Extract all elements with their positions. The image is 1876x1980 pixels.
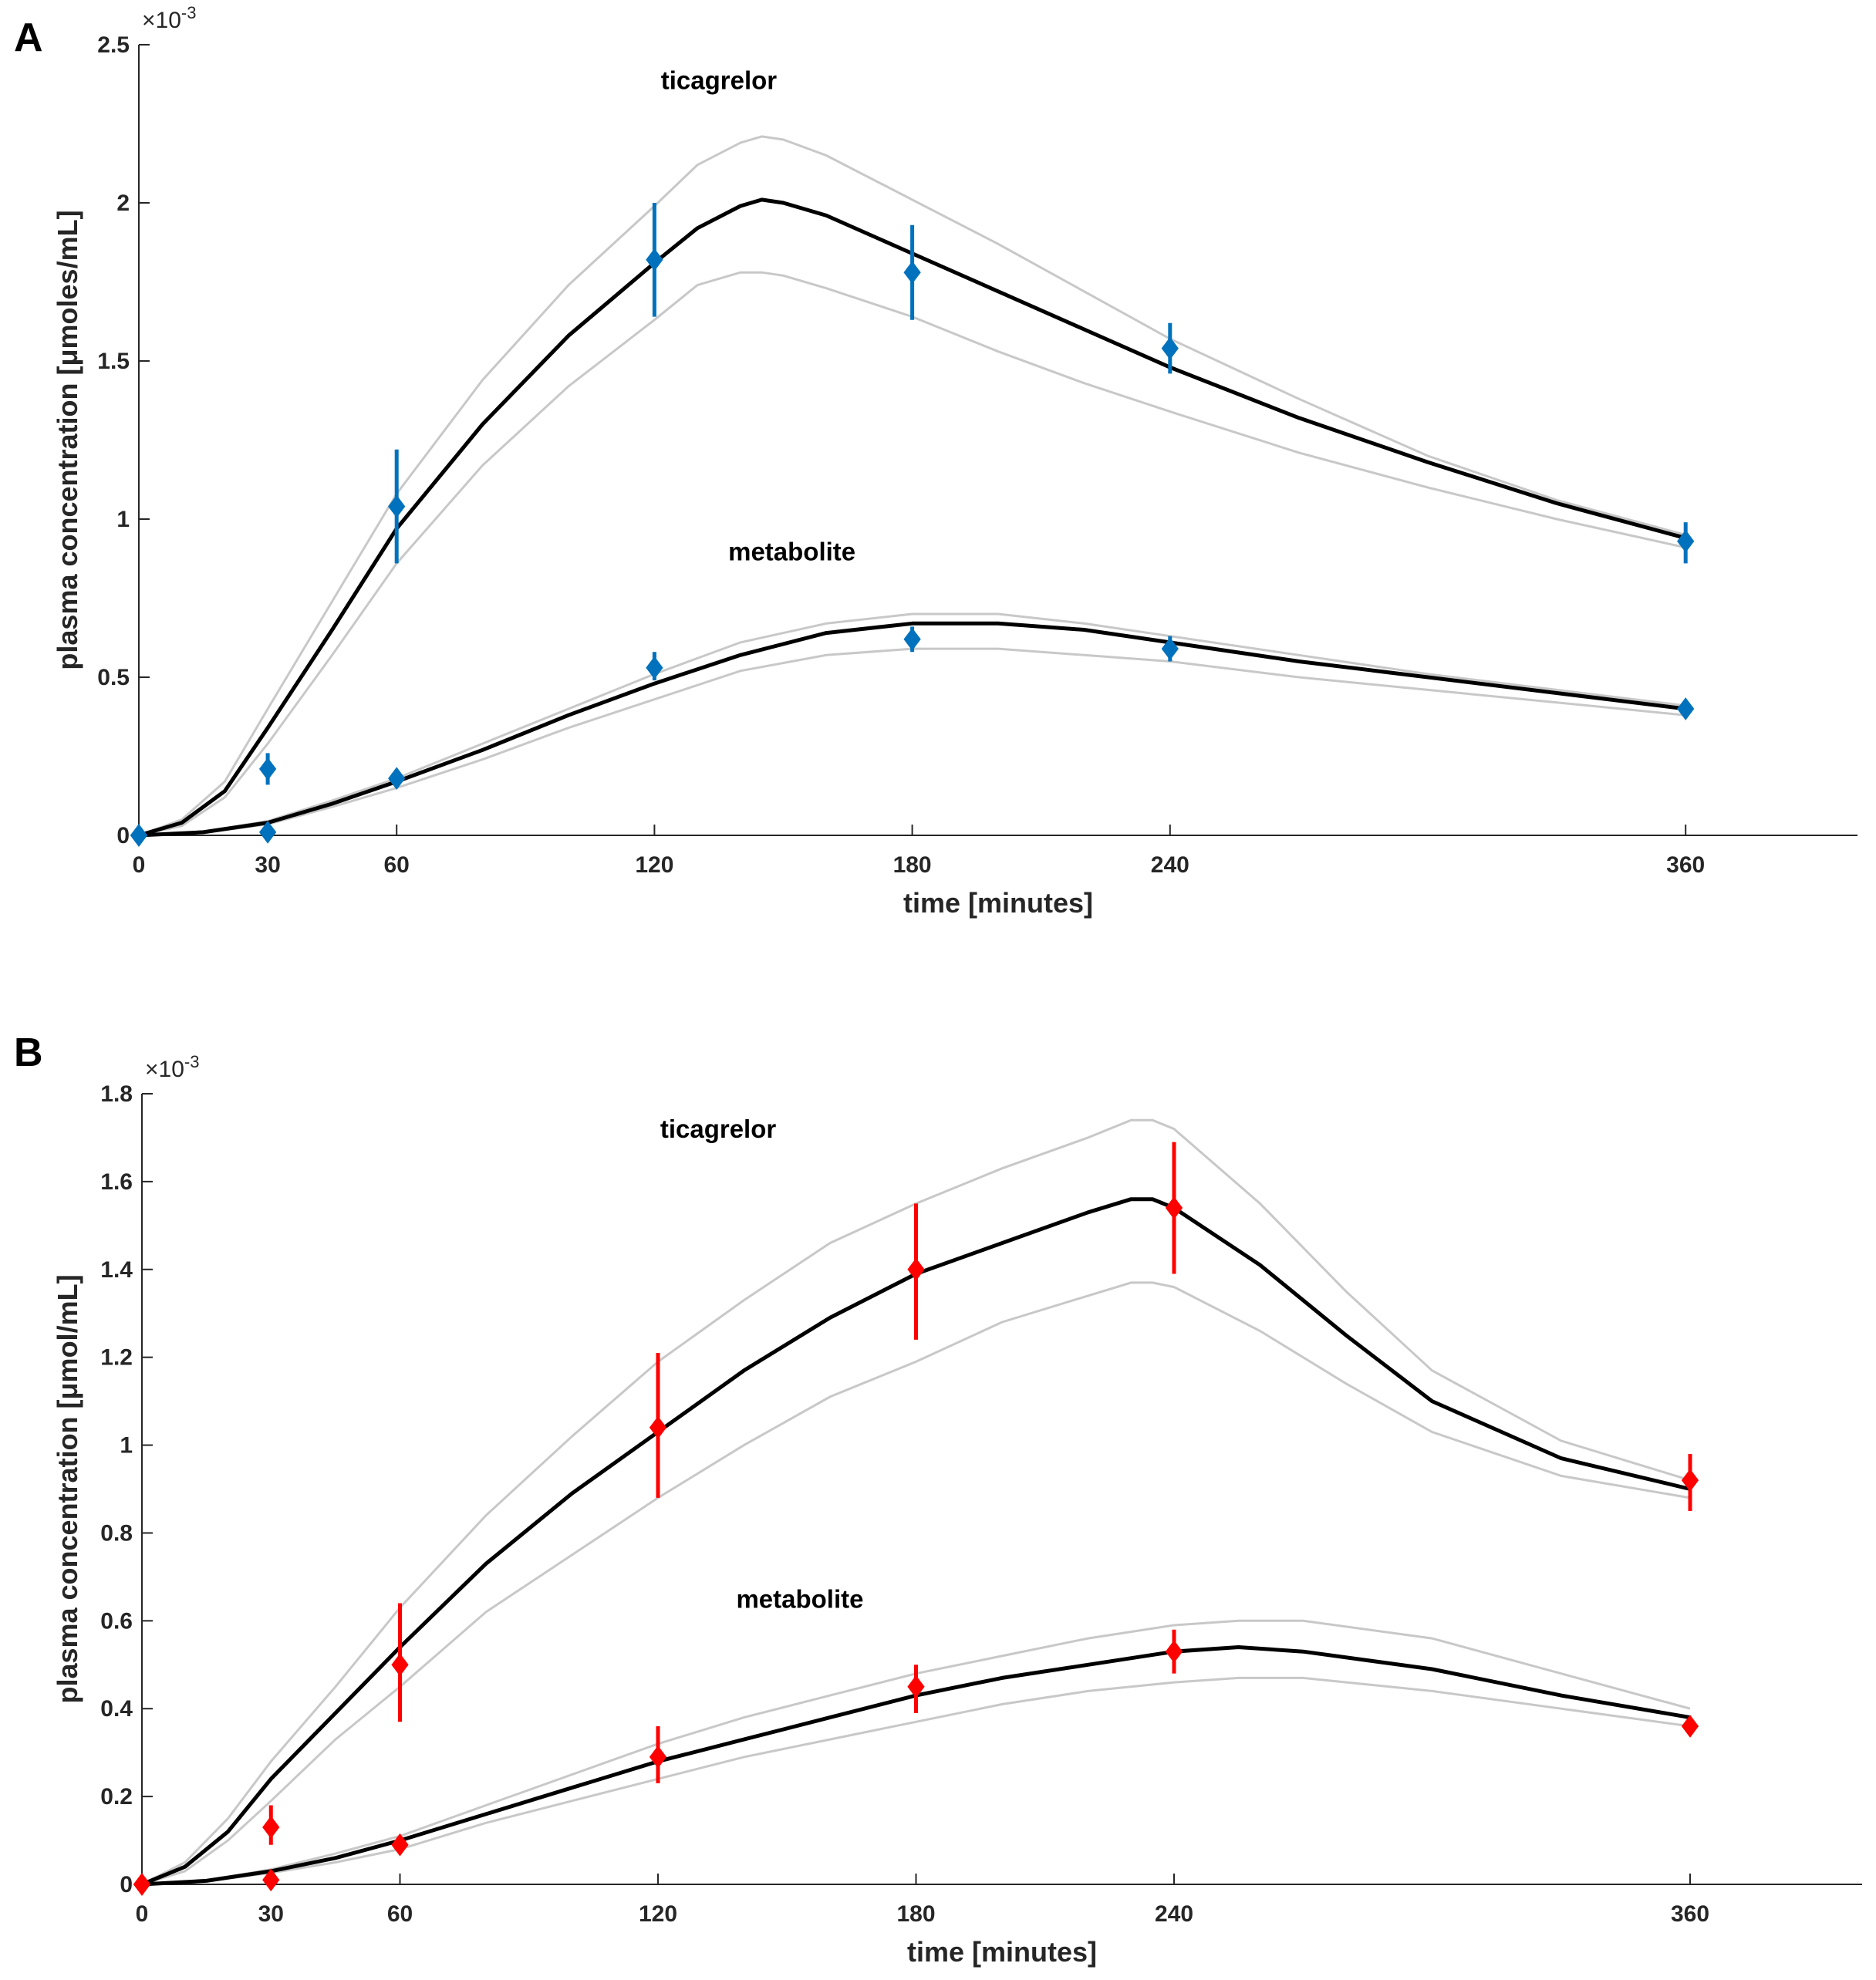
metabolite-data-point bbox=[388, 767, 406, 791]
x-tick-label: 360 bbox=[1671, 1901, 1709, 1927]
series-annotation: metabolite bbox=[728, 537, 855, 565]
panel-b: B 0 0.2 0.4 0.6 0.8 1 1.2 1.4 1.6 1.8 0 30 60 120 180 24… bbox=[14, 1030, 1862, 1968]
x-tick-label: 180 bbox=[896, 1901, 935, 1927]
y-tick-label: 0 bbox=[116, 823, 130, 848]
series-annotation: metabolite bbox=[736, 1584, 863, 1613]
ticagrelor-data-point bbox=[907, 1257, 925, 1281]
y-exponent-power: -3 bbox=[184, 1052, 200, 1071]
metabolite-fit-line bbox=[138, 621, 1686, 838]
x-tick-label: 360 bbox=[1666, 852, 1705, 878]
x-tick-label: 30 bbox=[255, 852, 280, 878]
ticagrelor-data-point bbox=[1165, 1196, 1183, 1219]
x-tick-label: 240 bbox=[1151, 852, 1189, 878]
y-exponent-base: ×10 bbox=[142, 8, 181, 33]
y-tick-label: 0.8 bbox=[100, 1520, 133, 1546]
ticagrelor-data-point bbox=[1677, 529, 1695, 553]
x-tick-label: 30 bbox=[258, 1901, 284, 1927]
metabolite-fit-upper-bound-line bbox=[138, 612, 1686, 837]
y-tick-label: 0.4 bbox=[100, 1696, 133, 1722]
y-tick-label: 2 bbox=[116, 191, 130, 216]
ticagrelor-fit-line bbox=[141, 1197, 1691, 1887]
x-tick-label: 0 bbox=[136, 1901, 149, 1927]
y-tick-label: 1 bbox=[116, 507, 130, 532]
y-tick-label: 0.2 bbox=[100, 1784, 133, 1810]
x-tick-label: 60 bbox=[387, 1901, 413, 1927]
y-exponent-label: ×10-3 bbox=[145, 1052, 199, 1082]
metabolite-data-point bbox=[262, 1868, 280, 1892]
metabolite-data-point bbox=[258, 821, 277, 844]
ticagrelor-data-point bbox=[1681, 1469, 1699, 1492]
metabolite-fit-lower-bound-line bbox=[141, 1676, 1691, 1886]
x-tick-label: 0 bbox=[133, 852, 146, 878]
metabolite-data-point bbox=[1165, 1640, 1183, 1664]
x-tick-label: 120 bbox=[639, 1901, 677, 1927]
ticagrelor-fit-lower-bound-line bbox=[141, 1281, 1691, 1886]
metabolite-data-point bbox=[130, 824, 148, 847]
metabolite-data-point bbox=[646, 656, 663, 680]
x-tick-label: 180 bbox=[893, 852, 932, 878]
metabolite-fit-lower-bound-line bbox=[138, 647, 1686, 837]
metabolite-data-point bbox=[1677, 697, 1695, 720]
x-axis-label: time [minutes] bbox=[907, 1936, 1097, 1968]
metabolite-data-point bbox=[903, 627, 921, 651]
y-tick-label: 1.2 bbox=[100, 1345, 133, 1371]
series-annotation: ticagrelor bbox=[660, 1115, 777, 1143]
ticagrelor-data-point bbox=[1161, 336, 1179, 360]
series-annotation: ticagrelor bbox=[661, 66, 778, 94]
y-tick-label: 0 bbox=[120, 1872, 133, 1897]
panel-letter: A bbox=[14, 15, 43, 60]
ticagrelor-fit-line bbox=[138, 197, 1686, 838]
x-axis-label: time [minutes] bbox=[903, 887, 1093, 919]
y-exponent-power: -3 bbox=[181, 3, 197, 22]
metabolite-fit-line bbox=[141, 1645, 1691, 1887]
ticagrelor-data-point bbox=[649, 1415, 667, 1439]
metabolite-data-point bbox=[1161, 637, 1179, 660]
panel-letter: B bbox=[14, 1030, 43, 1075]
y-tick-label: 2.5 bbox=[97, 32, 130, 58]
metabolite-data-point bbox=[133, 1873, 151, 1896]
ticagrelor-upper-line bbox=[138, 135, 1686, 837]
metabolite-fit-upper-bound-line bbox=[141, 1619, 1691, 1886]
ticagrelor-data-point bbox=[388, 494, 406, 518]
ticagrelor-data-point bbox=[391, 1653, 409, 1677]
ticagrelor-data-point bbox=[646, 248, 663, 272]
y-tick-label: 0.6 bbox=[100, 1608, 133, 1634]
y-tick-label: 1.5 bbox=[97, 349, 130, 374]
y-tick-label: 1.4 bbox=[100, 1257, 133, 1283]
y-tick-label: 1.6 bbox=[100, 1169, 133, 1195]
ticagrelor-data-point bbox=[258, 757, 277, 781]
ticagrelor-data-point bbox=[262, 1816, 280, 1839]
ticagrelor-fit-upper-bound-line bbox=[141, 1118, 1691, 1886]
panel-a: A 0 0.5 1 1.5 2 2.5 0 30 60 120 180 240 360 ×10-3 time … bbox=[14, 3, 1857, 919]
y-tick-label: 1 bbox=[120, 1433, 133, 1459]
y-exponent-base: ×10 bbox=[145, 1057, 184, 1082]
x-tick-label: 240 bbox=[1155, 1901, 1193, 1927]
y-exponent-label: ×10-3 bbox=[142, 3, 196, 33]
y-axis-label: plasma concentration [μmoles/mL] bbox=[52, 210, 83, 670]
metabolite-data-point bbox=[907, 1675, 925, 1698]
y-tick-label: 0.5 bbox=[97, 665, 130, 690]
y-axis-label: plasma concentration [μmol/mL] bbox=[52, 1274, 83, 1703]
metabolite-data-point bbox=[391, 1833, 409, 1857]
metabolite-data-point bbox=[1681, 1715, 1699, 1738]
x-tick-label: 120 bbox=[635, 852, 673, 878]
y-tick-label: 1.8 bbox=[100, 1081, 133, 1107]
x-tick-label: 60 bbox=[384, 852, 410, 878]
ticagrelor-lower-line bbox=[138, 271, 1686, 837]
metabolite-data-point bbox=[649, 1746, 667, 1769]
ticagrelor-data-point bbox=[903, 261, 921, 285]
